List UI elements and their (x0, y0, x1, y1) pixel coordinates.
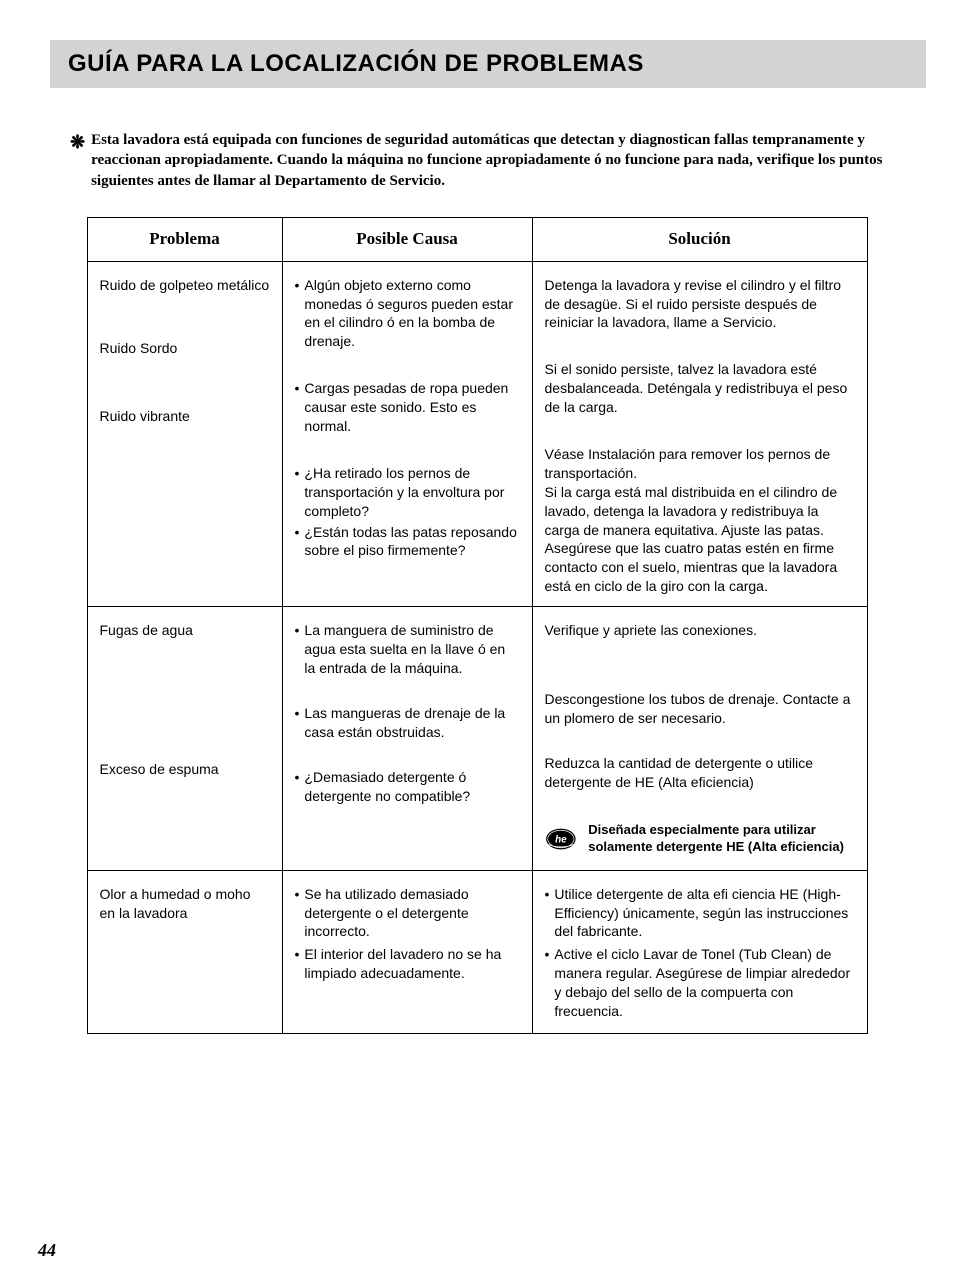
problem-text: Fugas de agua (100, 621, 270, 640)
he-note-text: Diseñada especialmente para utilizar sol… (588, 822, 854, 856)
cell-problem: Ruido de golpeteo metálico Ruido Sordo R… (87, 261, 282, 606)
cell-solution: •Utilice detergente de alta efi ciencia … (532, 870, 867, 1033)
problem-text: Ruido vibrante (100, 407, 270, 426)
header-causa: Posible Causa (282, 217, 532, 261)
cause-bullet: •La manguera de suministro de agua esta … (295, 621, 520, 678)
solution-text: Reduzca la cantidad de detergente o util… (545, 754, 855, 792)
solution-text: Detenga la lavadora y revise el cilindro… (545, 276, 855, 333)
bullet-icon: • (295, 276, 300, 352)
header-solucion: Solución (532, 217, 867, 261)
cell-solution: Detenga la lavadora y revise el cilindro… (532, 261, 867, 606)
problem-text: Ruido Sordo (100, 339, 270, 358)
problem-text: Ruido de golpeteo metálico (100, 276, 270, 295)
bullet-icon: • (295, 945, 300, 983)
cause-bullet: •¿Demasiado detergente ó detergente no c… (295, 768, 520, 806)
cell-cause: •La manguera de suministro de agua esta … (282, 607, 532, 870)
solution-bullet: •Active el ciclo Lavar de Tonel (Tub Cle… (545, 945, 855, 1021)
he-detergent-note: he Diseñada especialmente para utilizar … (545, 818, 855, 860)
cell-cause: •Se ha utilizado demasiado detergente o … (282, 870, 532, 1033)
problem-text: Exceso de espuma (100, 760, 270, 779)
table-row: Olor a humedad o moho en la lavadora •Se… (87, 870, 867, 1033)
solution-bullet: •Utilice detergente de alta efi ciencia … (545, 885, 855, 942)
cause-bullet: •¿Están todas las patas reposando sobre … (295, 523, 520, 561)
bullet-icon: • (295, 768, 300, 806)
page-title: GUÍA PARA LA LOCALIZACIÓN DE PROBLEMAS (68, 50, 908, 78)
bullet-icon: • (295, 704, 300, 742)
page-number: 44 (38, 1240, 56, 1261)
table-row: Ruido de golpeteo metálico Ruido Sordo R… (87, 261, 867, 606)
solution-text: Descongestione los tubos de drenaje. Con… (545, 690, 855, 728)
svg-text:he: he (555, 834, 567, 845)
intro-text: Esta lavadora está equipada con funcione… (91, 130, 884, 191)
solution-text: Véase Instalación para remover los perno… (545, 445, 855, 596)
page-header: GUÍA PARA LA LOCALIZACIÓN DE PROBLEMAS (50, 40, 926, 88)
cause-bullet: •Cargas pesadas de ropa pueden causar es… (295, 379, 520, 436)
cause-bullet: •Se ha utilizado demasiado detergente o … (295, 885, 520, 942)
bullet-icon: • (295, 885, 300, 942)
cause-bullet: •Las mangueras de drenaje de la casa est… (295, 704, 520, 742)
bullet-icon: • (295, 379, 300, 436)
cell-cause: •Algún objeto externo como monedas ó seg… (282, 261, 532, 606)
intro-paragraph: ❋ Esta lavadora está equipada con funcio… (70, 130, 884, 191)
solution-text: Si el sonido persiste, talvez la lavador… (545, 360, 855, 417)
cell-solution: Verifique y apriete las conexiones. Desc… (532, 607, 867, 870)
cell-problem: Olor a humedad o moho en la lavadora (87, 870, 282, 1033)
cause-bullet: •El interior del lavadero no se ha limpi… (295, 945, 520, 983)
solution-text: Verifique y apriete las conexiones. (545, 621, 855, 640)
table-row: Fugas de agua Exceso de espuma •La mangu… (87, 607, 867, 870)
table-header-row: Problema Posible Causa Solución (87, 217, 867, 261)
asterisk-icon: ❋ (70, 130, 85, 191)
bullet-icon: • (545, 885, 550, 942)
bullet-icon: • (295, 621, 300, 678)
header-problema: Problema (87, 217, 282, 261)
bullet-icon: • (295, 523, 300, 561)
cell-problem: Fugas de agua Exceso de espuma (87, 607, 282, 870)
cause-bullet: •¿Ha retirado los pernos de transportaci… (295, 464, 520, 521)
he-logo-icon: he (545, 818, 577, 860)
bullet-icon: • (295, 464, 300, 521)
cause-bullet: •Algún objeto externo como monedas ó seg… (295, 276, 520, 352)
bullet-icon: • (545, 945, 550, 1021)
problem-text: Olor a humedad o moho en la lavadora (100, 885, 270, 923)
troubleshooting-table: Problema Posible Causa Solución Ruido de… (87, 217, 868, 1034)
